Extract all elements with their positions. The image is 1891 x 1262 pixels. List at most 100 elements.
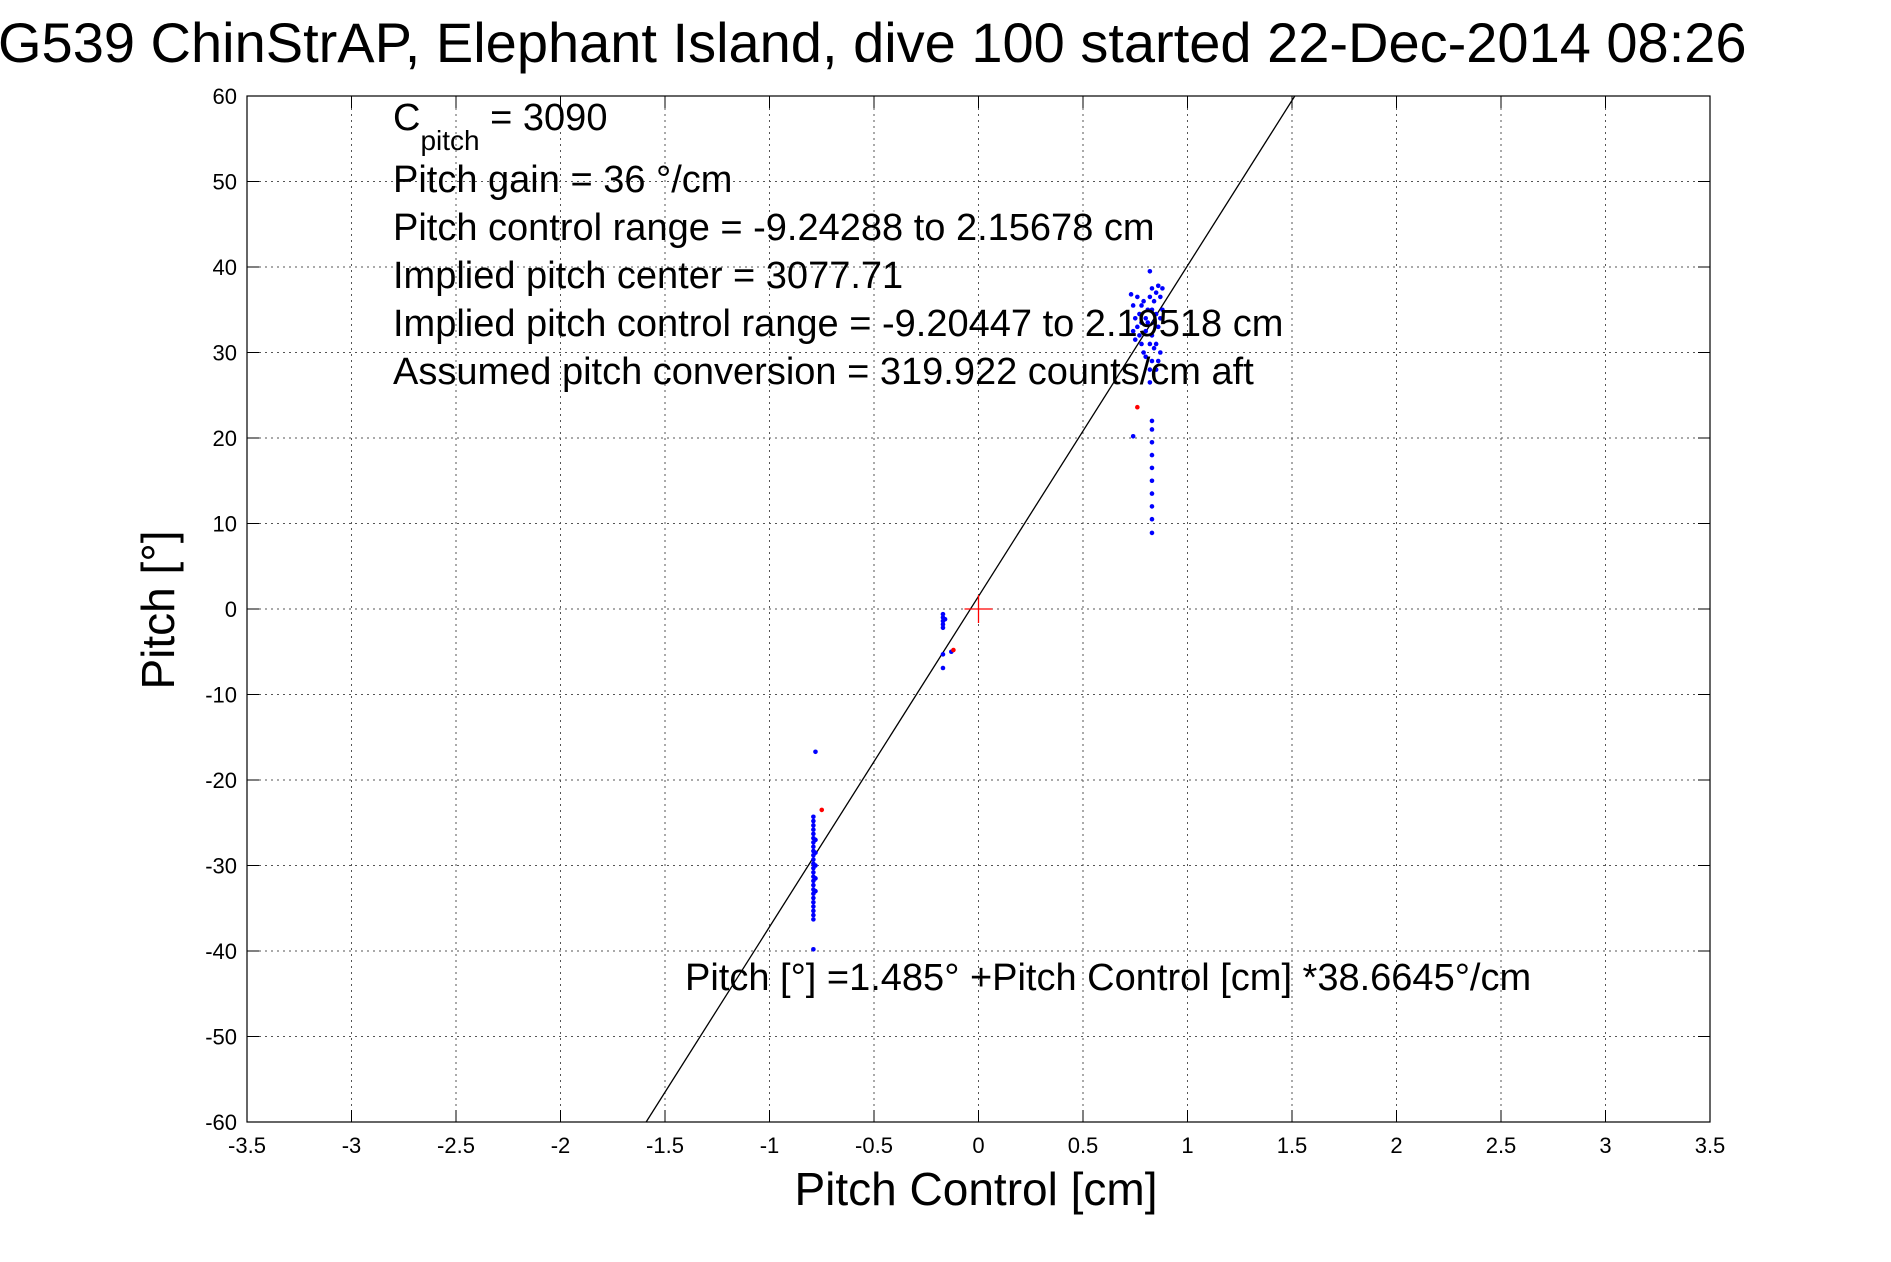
chart-title: G539 ChinStrAP, Elephant Island, dive 10…: [0, 11, 1747, 74]
data-point: [1149, 439, 1155, 445]
data-point: [1135, 294, 1140, 300]
data-point: [1149, 286, 1155, 291]
data-point: [1160, 286, 1165, 291]
data-point: [813, 850, 818, 855]
annotation-implied-range: Implied pitch control range = -9.20447 t…: [393, 303, 1283, 345]
y-tick-label: -10: [205, 683, 237, 708]
x-tick-label: 3.5: [1695, 1133, 1726, 1158]
y-tick-label: -30: [205, 854, 237, 879]
data-point: [1130, 433, 1136, 439]
data-point: [940, 625, 946, 631]
data-point: [940, 622, 946, 627]
x-tick-label: -0.5: [855, 1133, 893, 1158]
x-axis-label: Pitch Control [cm]: [795, 1163, 1158, 1215]
data-point: [811, 899, 816, 905]
y-tick-label: -40: [205, 939, 237, 964]
data-point: [1149, 427, 1155, 432]
data-point: [1137, 311, 1142, 317]
data-point: [1149, 465, 1155, 471]
data-point: [1128, 292, 1134, 297]
y-tick-label: 50: [213, 170, 237, 195]
annotation-control-range: Pitch control range = -9.24288 to 2.1567…: [393, 207, 1155, 249]
data-point: [811, 882, 816, 888]
data-point: [1135, 404, 1140, 410]
x-tick-label: 0.5: [1068, 1133, 1099, 1158]
data-point: [1137, 333, 1142, 338]
x-tick-labels: -3.5 -3 -2.5 -2 -1.5 -1 -0.5 0 0.5 1 1.5 2 2.5 3 3.5: [228, 1133, 1725, 1158]
y-tick-label: 20: [213, 426, 237, 451]
data-point: [1151, 320, 1157, 325]
data-point: [811, 844, 816, 849]
data-point: [811, 904, 816, 909]
data-point: [1141, 298, 1146, 304]
x-tick-label: -2.5: [437, 1133, 475, 1158]
grid-lines: [247, 96, 1710, 1122]
data-point: [1149, 504, 1155, 509]
annotation-block: Cpitch = 3090 Pitch gain = 36 °/cm Pitch…: [393, 97, 1531, 999]
data-point: [1149, 333, 1155, 338]
data-point: [1153, 341, 1159, 347]
data-point: [942, 616, 948, 622]
x-tick-label: -1: [760, 1133, 780, 1158]
x-tick-label: 2: [1390, 1133, 1402, 1158]
data-point: [1132, 337, 1138, 342]
data-points: [811, 268, 1165, 952]
data-point: [811, 857, 816, 862]
y-tick-label: 10: [213, 512, 237, 537]
data-point: [813, 888, 818, 894]
x-tick-label: -1.5: [646, 1133, 684, 1158]
data-point: [813, 863, 818, 868]
x-tick-label: -2: [551, 1133, 571, 1158]
data-point: [951, 647, 956, 653]
data-point: [1149, 307, 1155, 313]
data-point: [1155, 283, 1161, 289]
data-point: [1149, 530, 1155, 536]
data-point: [1147, 268, 1153, 274]
data-point: [1143, 328, 1148, 334]
x-tick-label: -3.5: [228, 1133, 266, 1158]
data-point: [811, 831, 816, 837]
y-tick-label: 40: [213, 255, 237, 280]
data-point: [1151, 298, 1157, 304]
data-point: [811, 818, 816, 824]
x-tick-label: -3: [342, 1133, 362, 1158]
data-point: [1153, 367, 1159, 372]
y-tick-label: 30: [213, 341, 237, 366]
c-pitch-symbol: C: [393, 97, 420, 139]
data-point: [1143, 316, 1148, 321]
data-point: [1158, 316, 1163, 321]
annotation-c-pitch: Cpitch = 3090: [393, 97, 607, 156]
data-point: [1147, 367, 1153, 372]
data-point: [811, 946, 816, 952]
data-point: [1149, 418, 1155, 424]
data-point: [1139, 303, 1144, 308]
data-point: [1139, 341, 1144, 347]
data-point: [1147, 341, 1153, 347]
x-tick-label: 1: [1181, 1133, 1193, 1158]
y-axis-label: Pitch [°]: [132, 530, 184, 689]
x-tick-label: 3: [1599, 1133, 1611, 1158]
x-tick-label: 1.5: [1277, 1133, 1308, 1158]
center-marker: [964, 595, 993, 623]
data-point: [1149, 478, 1155, 484]
data-point: [1151, 345, 1157, 351]
data-point: [1130, 328, 1136, 334]
data-point: [813, 837, 818, 843]
data-point: [1149, 491, 1155, 496]
data-point: [940, 652, 946, 657]
c-pitch-value: = 3090: [480, 97, 608, 139]
data-point: [1155, 358, 1161, 364]
y-tick-label: 0: [225, 597, 237, 622]
x-tick-label: 2.5: [1486, 1133, 1517, 1158]
data-point: [1139, 320, 1144, 325]
data-point: [1158, 294, 1163, 300]
data-point: [1160, 307, 1165, 313]
data-point: [940, 611, 946, 617]
data-point: [811, 917, 816, 922]
y-tick-label: -60: [205, 1110, 237, 1135]
data-point: [811, 908, 816, 914]
annotation-pitch-gain: Pitch gain = 36 °/cm: [393, 159, 732, 201]
data-point: [1149, 358, 1155, 364]
data-point: [1155, 324, 1161, 330]
